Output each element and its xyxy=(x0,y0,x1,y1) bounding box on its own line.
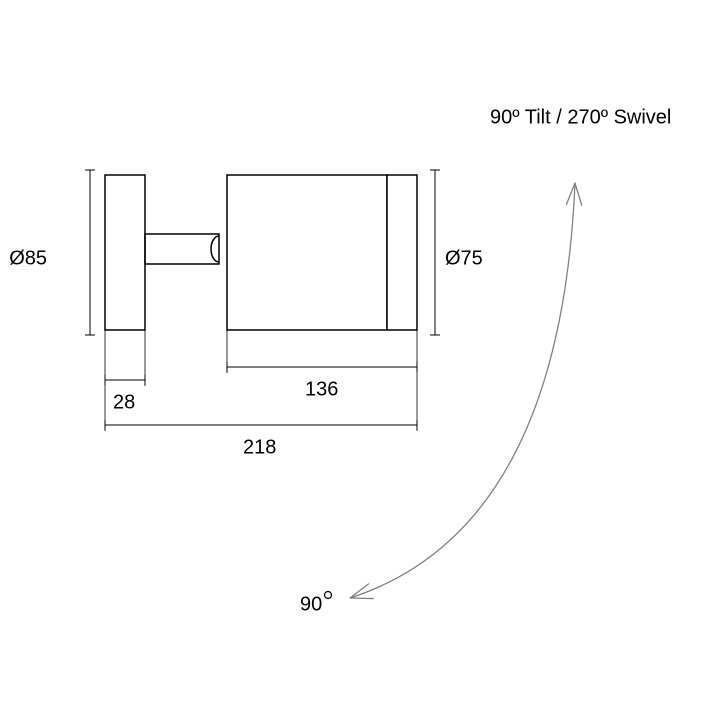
dimension-label: 136 xyxy=(305,378,338,400)
dimension-label: 28 xyxy=(113,391,135,413)
mount-plate xyxy=(105,175,145,330)
connector-joint xyxy=(211,236,219,262)
dimension-label: Ø85 xyxy=(9,247,47,269)
connector-rod xyxy=(145,234,219,264)
head-body xyxy=(227,175,387,330)
tilt-swivel-title: 90º Tilt / 270º Swivel xyxy=(490,106,671,128)
arc-angle-label: 90 xyxy=(300,593,322,615)
head-front xyxy=(387,175,417,330)
dimension-label: Ø75 xyxy=(445,247,483,269)
dimension-label: 218 xyxy=(243,436,276,458)
degree-symbol xyxy=(325,592,332,599)
